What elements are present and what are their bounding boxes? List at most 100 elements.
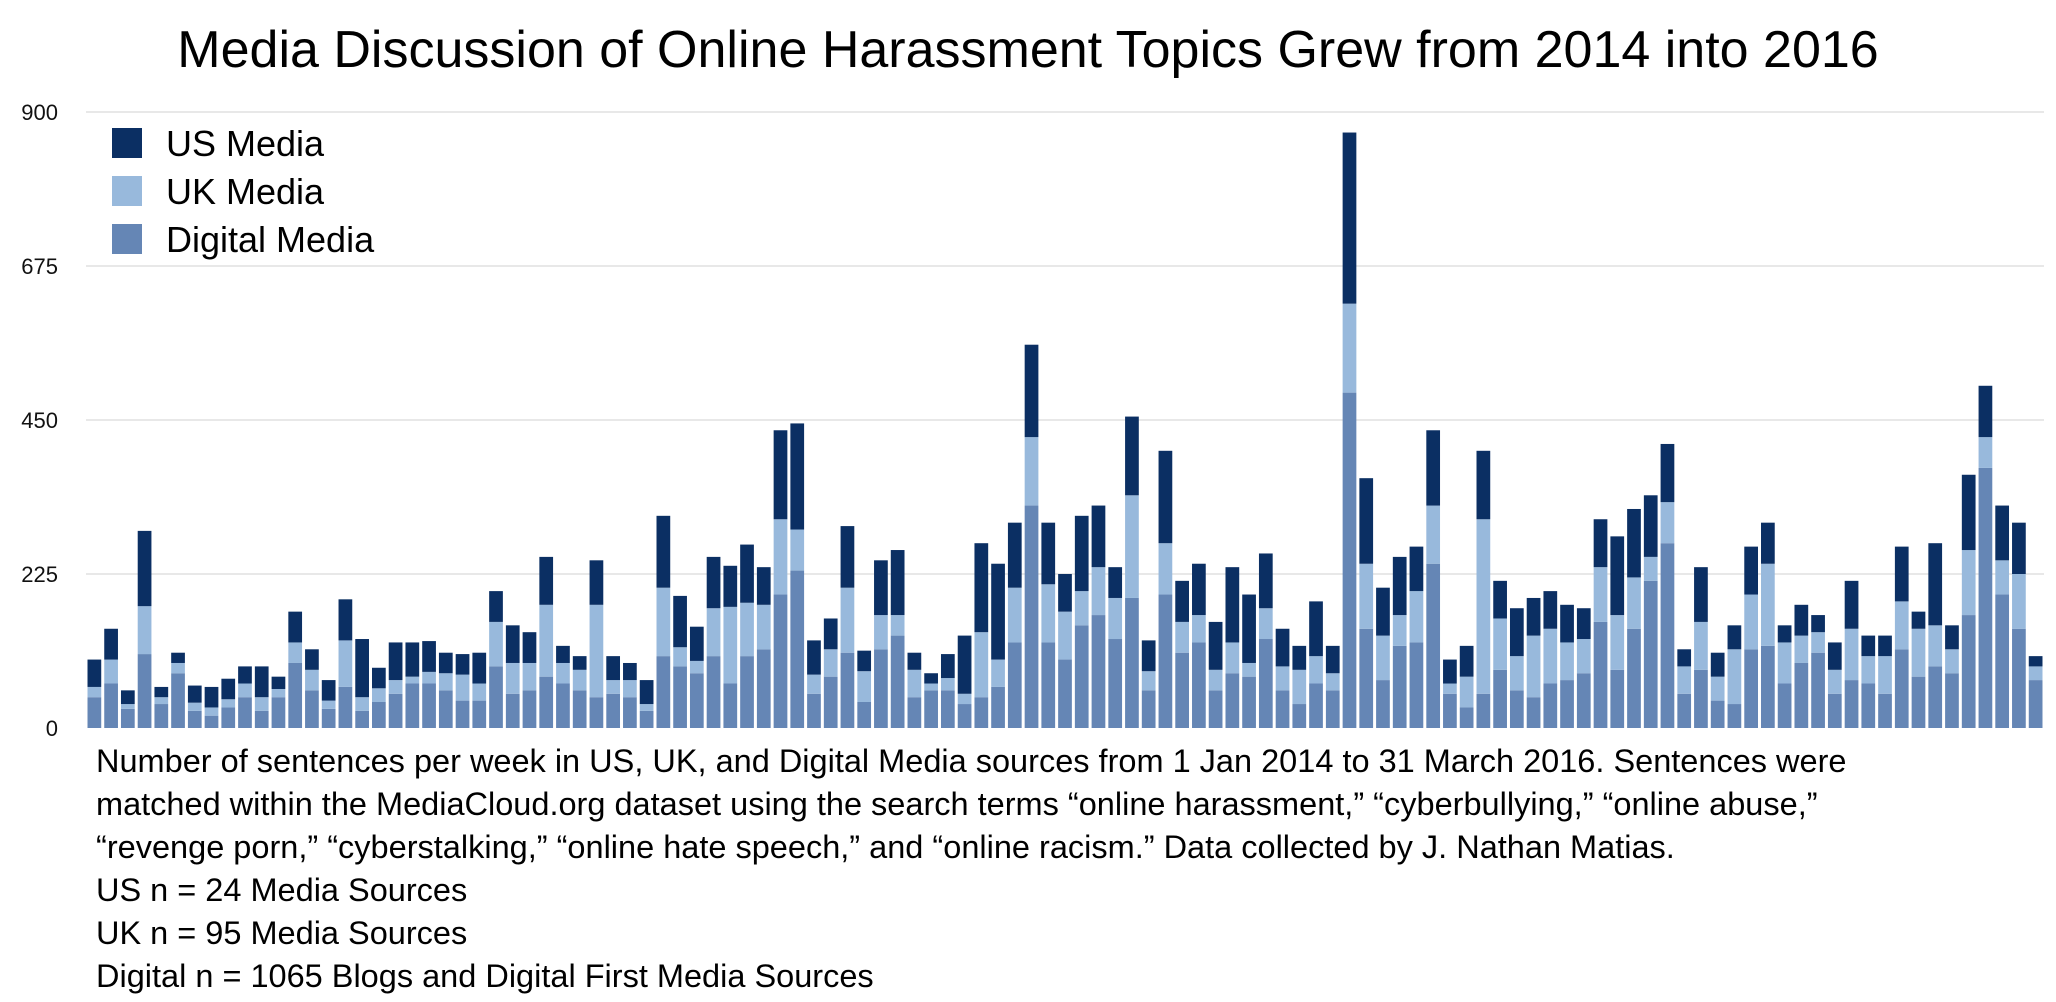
- bar-segment-us-media: [120, 690, 135, 705]
- bar-segment-us-media: [857, 650, 872, 672]
- bar-segment-us-media: [924, 673, 938, 684]
- bar-segment-digital-media: [756, 649, 771, 728]
- bar-segment-us-media: [1660, 443, 1675, 503]
- bar-segment-uk-media: [1325, 673, 1340, 691]
- bar-segment-us-media: [991, 563, 1005, 660]
- bar-segment-uk-media: [355, 697, 369, 711]
- bar-segment-uk-media: [1677, 666, 1692, 694]
- bar-segment-digital-media: [288, 662, 303, 728]
- bar-segment-us-media: [1158, 450, 1173, 544]
- bar-segment-uk-media: [823, 649, 838, 677]
- bar-segment-us-media: [1242, 594, 1256, 663]
- bar-segment-us-media: [556, 645, 570, 663]
- legend-swatch: [112, 128, 142, 158]
- bar-segment-digital-media: [1593, 621, 1608, 728]
- bar-segment-us-media: [1526, 597, 1541, 636]
- bar-segment-us-media: [388, 642, 403, 681]
- bar-segment-digital-media: [1543, 683, 1558, 728]
- bar-segment-uk-media: [1091, 567, 1106, 616]
- bar-segment-digital-media: [1359, 628, 1374, 728]
- bar-segment-us-media: [773, 430, 788, 520]
- bar-segment-digital-media: [1710, 700, 1725, 728]
- bar-segment-uk-media: [472, 683, 487, 701]
- bar-segment-digital-media: [589, 697, 604, 728]
- bar-segment-uk-media: [940, 678, 955, 691]
- bar-segment-digital-media: [1878, 693, 1892, 728]
- bar-segment-us-media: [1995, 505, 2010, 561]
- bar-segment-uk-media: [1493, 618, 1507, 670]
- bar-segment-us-media: [204, 686, 219, 708]
- bar-segment-us-media: [1141, 640, 1156, 672]
- bar-segment-us-media: [974, 543, 989, 633]
- bar-segment-us-media: [673, 595, 687, 648]
- bar-segment-uk-media: [756, 604, 771, 650]
- bar-segment-us-media: [187, 685, 202, 703]
- bar-segment-us-media: [756, 567, 771, 605]
- bar-segment-uk-media: [321, 700, 336, 709]
- bar-segment-digital-media: [740, 656, 754, 728]
- bar-segment-digital-media: [1777, 683, 1792, 728]
- bar-segment-uk-media: [1443, 683, 1457, 694]
- bar-segment-uk-media: [773, 519, 788, 595]
- bar-segment-digital-media: [773, 594, 788, 728]
- bar-segment-uk-media: [1074, 591, 1089, 626]
- bar-segment-us-media: [790, 423, 805, 530]
- bar-segment-digital-media: [1125, 597, 1139, 728]
- bar-segment-digital-media: [840, 652, 855, 728]
- bar-segment-digital-media: [2028, 680, 2043, 728]
- bar-segment-uk-media: [1258, 608, 1273, 640]
- chart-title: Media Discussion of Online Harassment To…: [177, 21, 1879, 79]
- bar-segment-uk-media: [2028, 666, 2043, 681]
- bar-segment-digital-media: [1928, 666, 1943, 728]
- bar-segment-digital-media: [1894, 649, 1909, 728]
- bar-segment-uk-media: [1894, 601, 1909, 650]
- bar-segment-digital-media: [823, 676, 838, 728]
- bar-segment-digital-media: [154, 704, 169, 728]
- bar-segment-uk-media: [120, 704, 135, 709]
- bar-segment-digital-media: [1911, 676, 1926, 728]
- bar-segment-uk-media: [1509, 656, 1524, 691]
- bar-segment-digital-media: [1643, 580, 1658, 728]
- bar-segment-us-media: [1024, 344, 1039, 438]
- bar-segment-us-media: [1192, 563, 1206, 616]
- bar-segment-digital-media: [656, 656, 671, 728]
- bar-segment-uk-media: [1945, 649, 1959, 674]
- legend-swatch: [112, 224, 142, 254]
- bar-segment-digital-media: [472, 700, 487, 728]
- bar-segment-uk-media: [1827, 669, 1842, 694]
- bar-segment-uk-media: [1560, 642, 1574, 681]
- bar-segment-us-media: [723, 565, 738, 607]
- bar-segment-uk-media: [288, 642, 303, 663]
- bar-segment-digital-media: [1292, 704, 1307, 728]
- bar-segment-uk-media: [1961, 550, 1976, 616]
- bar-segment-us-media: [171, 652, 185, 663]
- bar-segment-uk-media: [957, 693, 972, 705]
- bar-segment-uk-media: [1526, 635, 1541, 698]
- bar-segment-uk-media: [1660, 502, 1675, 544]
- bar-segment-us-media: [1627, 508, 1641, 578]
- bar-segment-uk-media: [1007, 587, 1022, 643]
- bar-segment-us-media: [1342, 132, 1357, 304]
- bar-segment-uk-media: [1878, 656, 1892, 694]
- bar-segment-uk-media: [1610, 615, 1625, 670]
- bar-segment-uk-media: [2012, 574, 2026, 629]
- bar-segment-uk-media: [171, 662, 185, 674]
- bar-segment-digital-media: [1141, 690, 1156, 728]
- y-tick-label: 450: [21, 408, 58, 433]
- bar-segment-digital-media: [438, 690, 453, 728]
- bar-segment-uk-media: [1777, 642, 1792, 684]
- bar-segment-uk-media: [405, 676, 420, 684]
- bar-segment-us-media: [522, 632, 537, 663]
- y-axis-ticks: 0 225 450 675 900: [21, 100, 58, 740]
- bar-segment-us-media: [1744, 546, 1758, 595]
- chart-caption: Number of sentences per week in US, UK, …: [96, 740, 2036, 998]
- bar-segment-us-media: [1911, 611, 1926, 629]
- bar-segment-uk-media: [1426, 505, 1441, 564]
- bar-segment-digital-media: [388, 693, 403, 728]
- bar-segment-digital-media: [1443, 693, 1457, 728]
- bar-segment-digital-media: [1694, 669, 1708, 728]
- bar-segment-digital-media: [957, 704, 972, 728]
- bar-segment-uk-media: [305, 669, 319, 691]
- bar-segment-digital-media: [355, 710, 369, 728]
- bar-segment-uk-media: [924, 683, 938, 691]
